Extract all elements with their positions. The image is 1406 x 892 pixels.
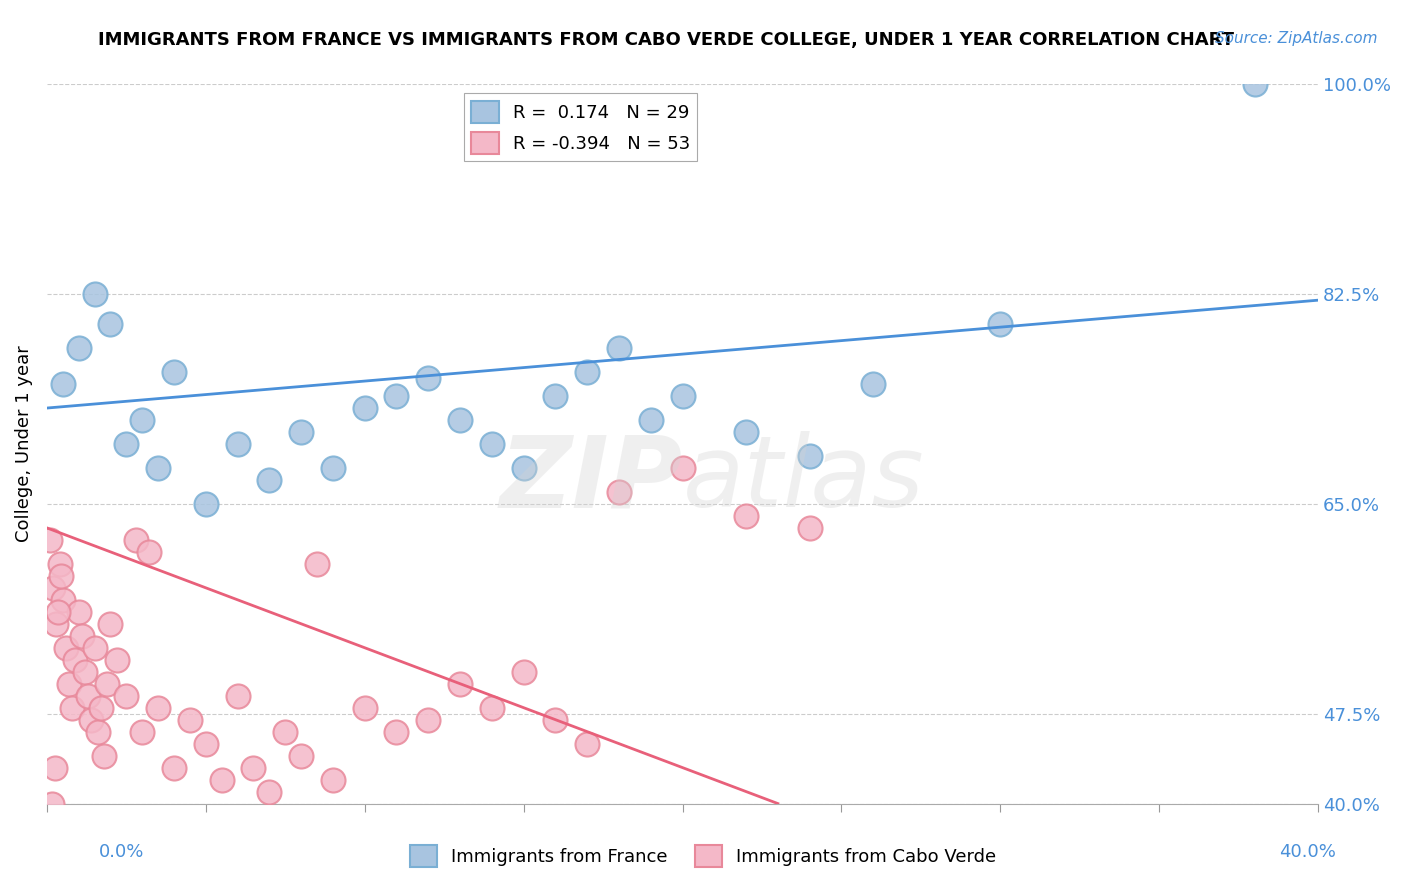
Point — [115, 437, 138, 451]
Point — [100, 616, 122, 631]
Point — [226, 689, 249, 703]
Point — [544, 389, 567, 403]
Point — [77, 689, 100, 703]
Point — [90, 700, 112, 714]
Point — [70, 629, 93, 643]
Point — [576, 737, 599, 751]
Point — [46, 605, 69, 619]
Point — [242, 761, 264, 775]
Point — [39, 533, 62, 547]
Point — [353, 700, 375, 714]
Point — [41, 797, 63, 811]
Point — [640, 413, 662, 427]
Point — [322, 461, 344, 475]
Point — [52, 592, 75, 607]
Text: Source: ZipAtlas.com: Source: ZipAtlas.com — [1215, 31, 1378, 46]
Text: IMMIGRANTS FROM FRANCE VS IMMIGRANTS FROM CABO VERDE COLLEGE, UNDER 1 YEAR CORRE: IMMIGRANTS FROM FRANCE VS IMMIGRANTS FRO… — [98, 31, 1234, 49]
Point — [481, 437, 503, 451]
Point — [544, 713, 567, 727]
Point — [67, 605, 90, 619]
Text: atlas: atlas — [682, 432, 924, 528]
Point — [988, 317, 1011, 331]
Point — [385, 389, 408, 403]
Point — [125, 533, 148, 547]
Point — [607, 341, 630, 355]
Point — [576, 365, 599, 379]
Point — [131, 413, 153, 427]
Point — [100, 317, 122, 331]
Point — [48, 557, 70, 571]
Legend: Immigrants from France, Immigrants from Cabo Verde: Immigrants from France, Immigrants from … — [402, 838, 1004, 874]
Point — [226, 437, 249, 451]
Point — [83, 640, 105, 655]
Point — [44, 761, 66, 775]
Point — [481, 700, 503, 714]
Point — [290, 748, 312, 763]
Point — [65, 653, 87, 667]
Point — [87, 724, 110, 739]
Point — [449, 676, 471, 690]
Point — [105, 653, 128, 667]
Point — [607, 485, 630, 500]
Point — [83, 287, 105, 301]
Point — [115, 689, 138, 703]
Point — [51, 569, 73, 583]
Text: 0.0%: 0.0% — [98, 843, 143, 861]
Text: ZIP: ZIP — [499, 432, 682, 528]
Point — [131, 724, 153, 739]
Point — [179, 713, 201, 727]
Point — [418, 371, 440, 385]
Point — [259, 473, 281, 487]
Point — [146, 700, 169, 714]
Point — [138, 545, 160, 559]
Point — [1243, 78, 1265, 92]
Point — [211, 772, 233, 787]
Point — [80, 713, 103, 727]
Point — [385, 724, 408, 739]
Point — [353, 401, 375, 415]
Point — [449, 413, 471, 427]
Point — [73, 665, 96, 679]
Point — [305, 557, 328, 571]
Point — [45, 616, 67, 631]
Y-axis label: College, Under 1 year: College, Under 1 year — [15, 345, 32, 542]
Point — [735, 425, 758, 439]
Point — [163, 761, 186, 775]
Point — [42, 581, 65, 595]
Point — [52, 377, 75, 392]
Point — [671, 389, 693, 403]
Point — [93, 748, 115, 763]
Point — [146, 461, 169, 475]
Point — [58, 676, 80, 690]
Point — [735, 508, 758, 523]
Point — [194, 737, 217, 751]
Point — [194, 497, 217, 511]
Point — [67, 341, 90, 355]
Point — [55, 640, 77, 655]
Point — [163, 365, 186, 379]
Point — [60, 700, 83, 714]
Point — [799, 521, 821, 535]
Point — [96, 676, 118, 690]
Point — [512, 665, 534, 679]
Point — [418, 713, 440, 727]
Point — [290, 425, 312, 439]
Point — [799, 449, 821, 463]
Legend: R =  0.174   N = 29, R = -0.394   N = 53: R = 0.174 N = 29, R = -0.394 N = 53 — [464, 94, 697, 161]
Text: 40.0%: 40.0% — [1279, 843, 1336, 861]
Point — [512, 461, 534, 475]
Point — [862, 377, 884, 392]
Point — [274, 724, 297, 739]
Point — [322, 772, 344, 787]
Point — [671, 461, 693, 475]
Point — [259, 784, 281, 798]
